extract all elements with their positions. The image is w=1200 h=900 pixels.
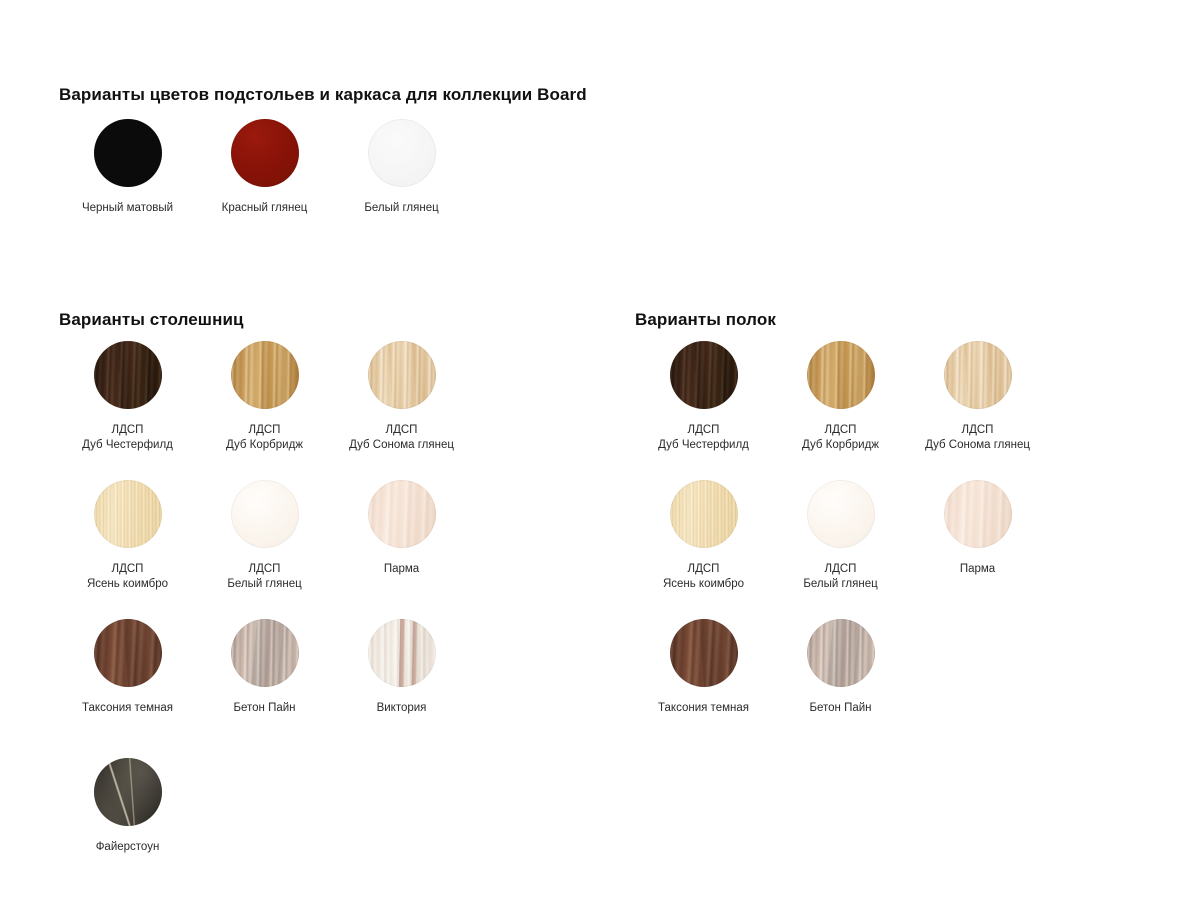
shelf-color-grid: ЛДСП Дуб Честерфилд ЛДСП Дуб Корбридж ЛДСП… <box>635 341 1046 758</box>
swatch-бетон-пайн[interactable]: Бетон Пайн <box>196 619 333 758</box>
swatch-label: Таксония темная <box>82 702 173 714</box>
swatch-label: Бетон Пайн <box>233 702 296 714</box>
swatch-circle[interactable] <box>669 341 738 409</box>
section-title-shelves: Варианты полок <box>635 310 776 330</box>
swatch-circle[interactable] <box>943 341 1012 409</box>
swatch-circle[interactable] <box>93 480 162 548</box>
swatch-лдсп-дуб-корбридж[interactable]: ЛДСП Дуб Корбридж <box>772 341 909 480</box>
swatch-виктория[interactable]: Виктория <box>333 619 470 758</box>
swatch-лдсп-белый-глянец[interactable]: ЛДСП Белый глянец <box>772 480 909 619</box>
swatch-circle[interactable] <box>367 341 436 409</box>
swatch-label: ЛДСП Дуб Корбридж <box>801 424 879 451</box>
swatch-circle[interactable] <box>230 119 299 187</box>
swatch-таксония-темная[interactable]: Таксония темная <box>635 619 772 758</box>
swatch-лдсп-дуб-честерфилд[interactable]: ЛДСП Дуб Честерфилд <box>635 341 772 480</box>
swatch-label: ЛДСП Дуб Честерфилд <box>82 424 173 451</box>
swatch-circle[interactable] <box>669 619 738 687</box>
swatch-файерстоун[interactable]: Файерстоун <box>59 758 196 897</box>
swatch-circle[interactable] <box>806 480 875 548</box>
swatch-лдсп-ясень-коимбро[interactable]: ЛДСП Ясень коимбро <box>635 480 772 619</box>
swatch-circle[interactable] <box>230 619 299 687</box>
swatch-label: ЛДСП Дуб Сонома глянец <box>925 424 1030 451</box>
swatch-label: Файерстоун <box>95 841 160 853</box>
swatch-лдсп-ясень-коимбро[interactable]: ЛДСП Ясень коимбро <box>59 480 196 619</box>
swatch-label: Черный матовый <box>81 202 174 214</box>
swatch-таксония-темная[interactable]: Таксония темная <box>59 619 196 758</box>
swatch-label: Парма <box>959 563 996 575</box>
swatch-label: ЛДСП Ясень коимбро <box>662 563 745 590</box>
swatch-label: Парма <box>383 563 420 575</box>
swatch-label: ЛДСП Ясень коимбро <box>86 563 169 590</box>
swatch-circle[interactable] <box>230 341 299 409</box>
swatch-circle[interactable] <box>669 480 738 548</box>
frame-color-grid: Черный матовый Красный глянец Белый глянец <box>59 119 470 258</box>
swatch-лдсп-дуб-сонома-глянец[interactable]: ЛДСП Дуб Сонома глянец <box>909 341 1046 480</box>
swatch-лдсп-белый-глянец[interactable]: ЛДСП Белый глянец <box>196 480 333 619</box>
swatch-бетон-пайн[interactable]: Бетон Пайн <box>772 619 909 758</box>
swatch-парма[interactable]: Парма <box>909 480 1046 619</box>
swatch-circle[interactable] <box>806 341 875 409</box>
swatch-label: ЛДСП Дуб Корбридж <box>225 424 303 451</box>
swatch-label: Красный глянец <box>221 202 308 214</box>
swatch-circle[interactable] <box>367 619 436 687</box>
section-title-tabletops: Варианты столешниц <box>59 310 244 330</box>
swatch-черный-матовый[interactable]: Черный матовый <box>59 119 196 258</box>
swatch-label: ЛДСП Белый глянец <box>227 563 302 590</box>
swatch-label: ЛДСП Дуб Честерфилд <box>658 424 749 451</box>
swatch-лдсп-дуб-сонома-глянец[interactable]: ЛДСП Дуб Сонома глянец <box>333 341 470 480</box>
swatch-label: ЛДСП Дуб Сонома глянец <box>349 424 454 451</box>
swatch-circle[interactable] <box>230 480 299 548</box>
swatch-лдсп-дуб-корбридж[interactable]: ЛДСП Дуб Корбридж <box>196 341 333 480</box>
swatch-label: Виктория <box>376 702 427 714</box>
swatch-лдсп-дуб-честерфилд[interactable]: ЛДСП Дуб Честерфилд <box>59 341 196 480</box>
swatch-label: Белый глянец <box>364 202 439 214</box>
swatch-label: ЛДСП Белый глянец <box>803 563 878 590</box>
tabletop-color-grid: ЛДСП Дуб Честерфилд ЛДСП Дуб Корбридж ЛДСП… <box>59 341 470 897</box>
swatch-circle[interactable] <box>806 619 875 687</box>
swatch-label: Таксония темная <box>658 702 749 714</box>
swatch-circle[interactable] <box>367 119 436 187</box>
swatch-белый-глянец[interactable]: Белый глянец <box>333 119 470 258</box>
swatch-circle[interactable] <box>93 119 162 187</box>
swatch-circle[interactable] <box>367 480 436 548</box>
swatch-красный-глянец[interactable]: Красный глянец <box>196 119 333 258</box>
swatch-парма[interactable]: Парма <box>333 480 470 619</box>
swatch-circle[interactable] <box>93 341 162 409</box>
swatch-circle[interactable] <box>943 480 1012 548</box>
page-title: Варианты цветов подстольев и каркаса для… <box>59 85 587 105</box>
swatch-circle[interactable] <box>93 619 162 687</box>
swatch-circle[interactable] <box>93 758 162 826</box>
swatch-label: Бетон Пайн <box>809 702 872 714</box>
